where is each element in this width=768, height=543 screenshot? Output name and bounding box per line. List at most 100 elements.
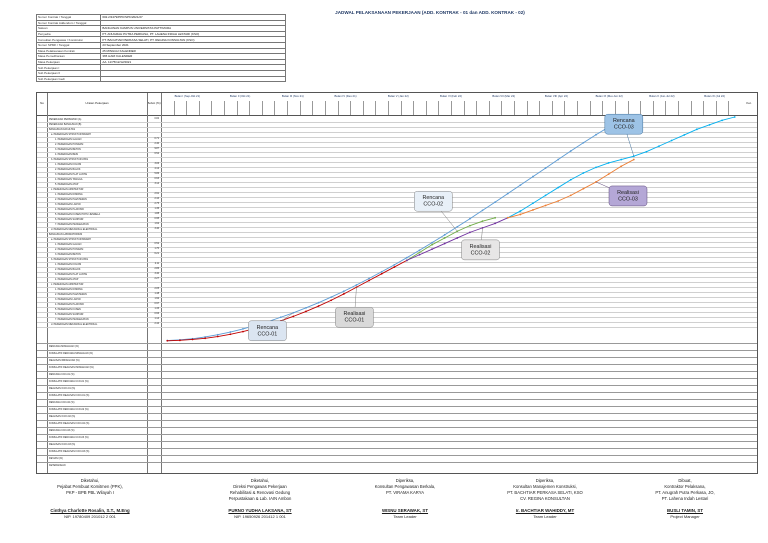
series-line [167, 259, 408, 342]
series-point [519, 210, 522, 212]
series-point [216, 335, 219, 338]
series-point [405, 256, 408, 259]
series-point [216, 333, 219, 336]
summary-row-line [37, 378, 757, 379]
week-header-cell [198, 101, 213, 115]
series-point [368, 279, 370, 282]
series-point [733, 116, 736, 118]
series-point [305, 310, 307, 313]
signature-block: Diketahui, Pejabat Pembuat Komitmen (PPK)… [20, 478, 160, 520]
callout-box [335, 306, 374, 328]
series-point [544, 194, 547, 197]
task-weight: 0.84 [154, 117, 159, 120]
week-header-cell [249, 101, 263, 115]
task-label: 4. PEKERJAAN PLAFOND [55, 207, 84, 211]
callout-label: Realisasi [343, 311, 365, 317]
series-point [330, 299, 333, 302]
series-point [607, 162, 610, 164]
signature-role: CV. REGINA KONSULTAN [520, 496, 570, 501]
signature-role: PT. Lahena Indah Lestari [661, 496, 709, 501]
task-label: a. PEKERJAAN STRUKTUR BAWAH [51, 237, 91, 241]
task-label: 3. PEKERJAAN PLAT LANTAI [55, 272, 88, 276]
series-point [342, 293, 345, 295]
task-label: BANGUNAN FAKULTAS [49, 127, 76, 131]
task-weight: 0.97 [154, 302, 159, 305]
series-point [179, 339, 181, 342]
task-label: 1. PEKERJAAN GALIAN [55, 137, 82, 141]
summary-row-label: KOMULATIF REALISASI CCO-02 (%) [49, 422, 90, 425]
week-header-cell [488, 101, 503, 115]
task-row-line [37, 177, 757, 178]
series-point [166, 339, 169, 342]
task-weight: 2.10 [154, 197, 159, 200]
week-header-cell [627, 101, 642, 115]
series-point [469, 224, 471, 227]
col-weight [147, 93, 162, 473]
task-label: 4. PEKERJAAN ATAP [55, 277, 79, 281]
series-line [167, 126, 609, 342]
summary-row-label: KOMULATIF RENCANA CCO-03 (%) [49, 436, 89, 439]
series-point [582, 187, 585, 190]
summary-row-label: KOMULATIF RENCANA MINGGUAN (%) [49, 352, 93, 355]
series-point [342, 290, 345, 293]
signature-position: Team Leader [393, 514, 417, 519]
callout-box [414, 190, 453, 212]
summary-row-label: KOMULATIF RENCANA CCO-01 (%) [49, 380, 89, 383]
series-point [469, 231, 471, 234]
month-header: Bulan V (Jan 22) [387, 94, 409, 98]
task-weight: 6.21 [154, 252, 159, 255]
series-point [506, 192, 509, 195]
task-label: 3. PEKERJAAN BETON [55, 147, 81, 151]
summary-row-line [37, 343, 757, 344]
series-point [569, 178, 572, 181]
series-point [393, 263, 396, 266]
series-point [242, 330, 244, 333]
summary-row-line [37, 427, 757, 428]
callout-box [604, 113, 644, 135]
week-header-cell [287, 101, 301, 115]
task-row-line [37, 197, 757, 198]
task-row-line [37, 167, 757, 168]
col-weight-header: Bobot (%) [147, 101, 161, 105]
col-desc-header: Uraian Pekerjaan [85, 101, 109, 105]
week-header-cell [539, 101, 553, 115]
task-row-line [37, 242, 757, 243]
info-value: 602.2/3479/PPK/SPK/2021/27 [100, 14, 286, 21]
task-row-line [37, 227, 757, 228]
signature-position: Team Leader [533, 514, 557, 519]
info-row: Nomor Kontrak Addendum / Tanggal [35, 19, 286, 27]
series-point [279, 316, 282, 319]
week-header-cell [375, 101, 389, 115]
task-label: PEKERJAAN BANGUNAN (B) [49, 122, 82, 126]
week-header-cell [299, 101, 314, 115]
series-point [443, 242, 446, 245]
signature-role: Rehabilitasi & Renovasi Gedung [229, 490, 291, 495]
task-row-line [37, 232, 757, 233]
task-row-line [37, 292, 757, 293]
series-point [418, 249, 421, 252]
series-point [595, 133, 597, 136]
task-weight: 3.06 [154, 162, 159, 165]
series-point [557, 158, 560, 161]
signature-block: Dibuat, Kontraktor Pelaksana, PT. Anugrah … [615, 478, 755, 520]
week-header-cell [690, 101, 705, 115]
callout-label: CCO-03 [614, 125, 634, 131]
task-weight: 1.36 [154, 207, 159, 210]
info-value [100, 69, 286, 77]
task-weight: 0.71 [154, 137, 159, 140]
callout-label: CCO-02 [471, 250, 491, 256]
series-point [456, 237, 459, 239]
task-weight: 2.91 [154, 192, 159, 195]
week-header-cell [551, 101, 566, 115]
series-point [380, 270, 383, 273]
series-point [431, 248, 433, 251]
callout-label: CCO-01 [345, 318, 365, 324]
task-row-line [37, 157, 757, 158]
task-row-line [37, 147, 757, 148]
info-value [100, 75, 286, 83]
task-weight: 9.87 [154, 147, 159, 150]
task-weight: 0.63 [154, 177, 159, 180]
summary-row-line [37, 434, 757, 435]
task-row-line [37, 207, 757, 208]
